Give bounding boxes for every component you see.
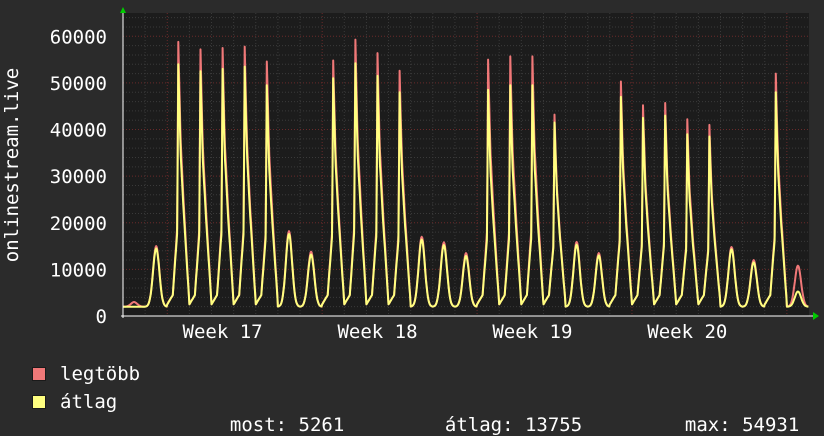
stat-atlag: átlag: 13755 bbox=[422, 392, 582, 436]
legend-item-legtobb: legtöbb bbox=[32, 363, 141, 385]
y-tick-label: 50000 bbox=[50, 73, 107, 95]
stat-most-label: most: bbox=[229, 414, 288, 436]
legend-item-atlag: átlag bbox=[32, 391, 118, 413]
series-layer bbox=[122, 38, 809, 308]
y-axis-label: onlinestream.live bbox=[1, 68, 23, 262]
y-tick-label: 40000 bbox=[50, 120, 107, 142]
chart: 0 10000 20000 30000 40000 50000 60000 Week 17 We… bbox=[1, 7, 819, 343]
x-tick-label: Week 19 bbox=[492, 321, 572, 343]
y-tick-label: 30000 bbox=[50, 166, 107, 188]
stat-most: most: 5261 bbox=[207, 392, 344, 436]
x-tick-label: Week 20 bbox=[647, 321, 727, 343]
y-tick-label: 20000 bbox=[50, 213, 107, 235]
y-tick-label: 10000 bbox=[50, 259, 107, 281]
grid bbox=[123, 13, 809, 316]
x-tick-label: Week 18 bbox=[337, 321, 417, 343]
y-tick-label: 60000 bbox=[50, 26, 107, 48]
stat-max-value: 54931 bbox=[742, 414, 800, 436]
stat-most-value: 5261 bbox=[298, 414, 345, 436]
stat-max-label: max: bbox=[684, 414, 731, 436]
series-line-atlag bbox=[122, 62, 809, 308]
y-axis-arrow bbox=[120, 7, 126, 13]
x-axis-arrow bbox=[813, 312, 819, 320]
legend-label-legtobb: legtöbb bbox=[60, 363, 141, 385]
legend-swatch-atlag bbox=[32, 395, 46, 409]
stat-atlag-value: 13755 bbox=[524, 414, 583, 436]
y-tick-label: 0 bbox=[96, 306, 107, 328]
x-tick-label: Week 17 bbox=[183, 321, 263, 343]
axes: 0 10000 20000 30000 40000 50000 60000 Week 17 We… bbox=[50, 7, 819, 343]
stat-max: max: 54931 bbox=[662, 392, 799, 436]
stat-atlag-label: átlag: bbox=[444, 414, 514, 436]
legend-swatch-legtobb bbox=[32, 367, 46, 381]
legend-label-atlag: átlag bbox=[60, 391, 118, 413]
